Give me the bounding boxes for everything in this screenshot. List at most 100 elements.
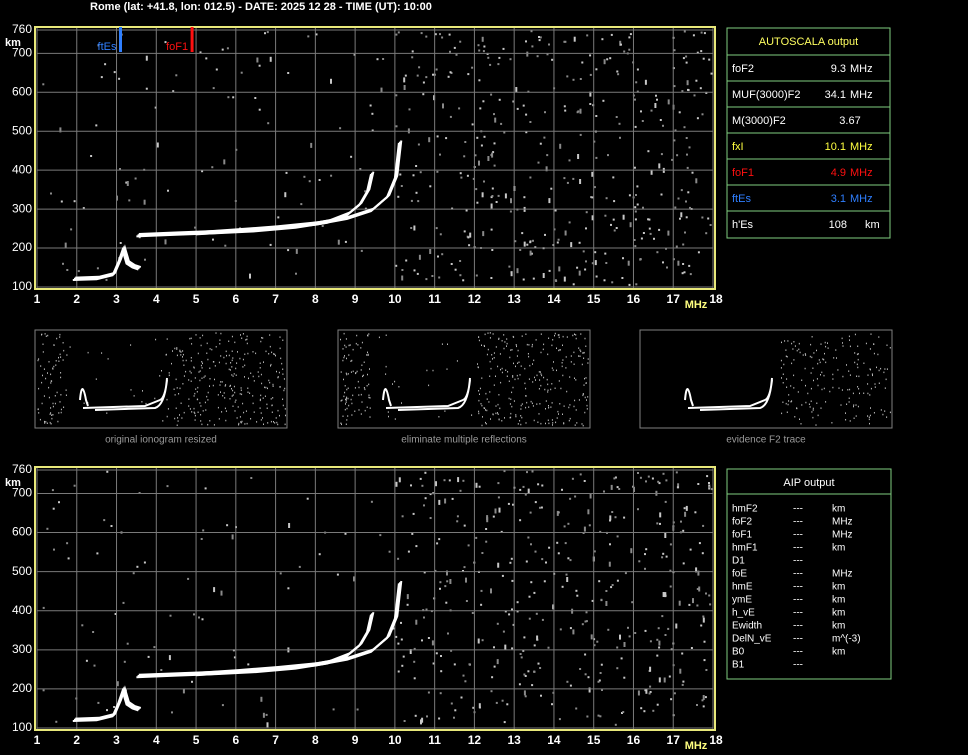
noise-dot xyxy=(701,552,704,555)
noise-dot xyxy=(262,397,264,399)
noise-dot xyxy=(535,612,538,615)
noise-dot xyxy=(214,378,215,381)
noise-dot xyxy=(849,339,850,341)
noise-dot xyxy=(576,594,579,597)
noise-dot xyxy=(46,422,48,424)
x-tick-label: 12 xyxy=(468,292,482,306)
noise-dot xyxy=(476,201,479,204)
noise-dot xyxy=(531,345,533,348)
noise-dot xyxy=(531,402,533,405)
noise-dot xyxy=(480,603,483,606)
noise-dot xyxy=(180,402,182,404)
noise-dot xyxy=(524,493,527,496)
aip-unit: km xyxy=(832,582,845,593)
noise-dot xyxy=(201,361,203,363)
noise-dot xyxy=(791,342,793,345)
noise-dot xyxy=(114,613,117,615)
noise-dot xyxy=(423,504,425,507)
noise-dot xyxy=(704,696,707,699)
noise-dot xyxy=(584,268,587,271)
noise-dot xyxy=(495,701,498,704)
noise-dot xyxy=(409,649,412,654)
noise-dot xyxy=(543,343,545,346)
x-tick-label: 7 xyxy=(272,292,279,306)
noise-dot xyxy=(266,31,269,34)
noise-dot xyxy=(674,206,677,209)
noise-dot xyxy=(493,142,496,145)
noise-dot xyxy=(551,383,553,385)
noise-dot xyxy=(44,420,45,423)
noise-dot xyxy=(520,423,522,426)
noise-dot xyxy=(498,98,501,101)
noise-dot xyxy=(537,483,540,486)
noise-dot xyxy=(532,405,534,407)
noise-dot xyxy=(254,97,257,99)
noise-dot xyxy=(492,413,494,415)
noise-dot xyxy=(485,528,488,530)
noise-dot xyxy=(469,232,472,238)
noise-dot xyxy=(485,392,487,395)
noise-dot xyxy=(344,385,346,387)
noise-dot xyxy=(213,587,216,593)
noise-dot xyxy=(546,378,548,381)
noise-dot xyxy=(145,55,148,61)
noise-dot xyxy=(357,380,359,383)
noise-dot xyxy=(804,353,806,355)
noise-dot xyxy=(113,706,116,708)
noise-dot xyxy=(511,579,514,582)
noise-dot xyxy=(781,412,783,415)
noise-dot xyxy=(143,199,146,205)
noise-dot xyxy=(585,260,587,263)
noise-dot xyxy=(385,365,387,368)
noise-dot xyxy=(524,695,527,698)
noise-dot xyxy=(564,230,567,236)
noise-dot xyxy=(525,387,527,390)
noise-dot xyxy=(491,676,494,679)
noise-dot xyxy=(205,57,208,60)
noise-dot xyxy=(446,368,448,370)
noise-dot xyxy=(589,91,592,97)
x-tick-label: 11 xyxy=(428,733,441,747)
aip-name: B0 xyxy=(732,647,745,658)
noise-dot xyxy=(570,242,573,248)
noise-dot xyxy=(414,714,417,717)
noise-dot xyxy=(856,375,858,377)
noise-dot xyxy=(465,209,468,212)
noise-dot xyxy=(436,542,439,545)
noise-dot xyxy=(566,75,569,78)
noise-dot xyxy=(199,51,202,54)
noise-dot xyxy=(497,403,499,406)
noise-dot xyxy=(516,610,519,613)
noise-dot xyxy=(674,129,677,132)
noise-dot xyxy=(348,344,350,347)
noise-dot xyxy=(349,344,351,346)
noise-dot xyxy=(520,404,522,407)
noise-dot xyxy=(517,349,519,352)
noise-dot xyxy=(395,635,398,638)
noise-dot xyxy=(95,124,98,127)
noise-dot xyxy=(60,200,63,203)
noise-dot xyxy=(516,355,518,357)
noise-dot xyxy=(677,197,680,200)
noise-dot xyxy=(188,405,190,407)
noise-dot xyxy=(264,386,266,389)
row-unit: MHz xyxy=(850,193,873,205)
noise-dot xyxy=(649,691,652,693)
noise-dot xyxy=(563,525,566,528)
noise-dot xyxy=(820,407,822,409)
noise-dot xyxy=(262,337,264,339)
noise-dot xyxy=(551,703,553,706)
noise-dot xyxy=(820,343,822,345)
noise-dot xyxy=(535,379,536,381)
noise-dot xyxy=(685,216,688,219)
noise-dot xyxy=(533,419,535,422)
noise-dot xyxy=(664,500,667,503)
noise-dot xyxy=(854,352,856,354)
noise-dot xyxy=(50,412,52,414)
noise-dot xyxy=(598,580,601,583)
noise-dot xyxy=(248,377,249,380)
noise-dot xyxy=(516,601,519,604)
noise-dot xyxy=(578,241,581,244)
noise-dot xyxy=(225,419,227,422)
noise-dot xyxy=(684,231,686,234)
